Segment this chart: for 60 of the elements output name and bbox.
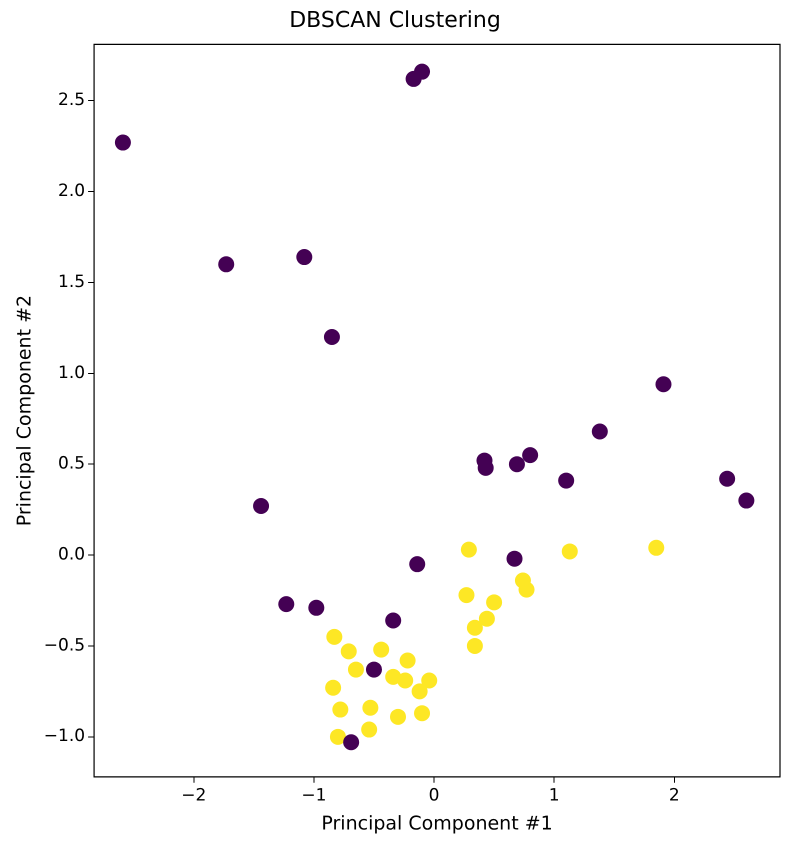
x-tick-label: −2 [181,785,206,806]
point [397,672,414,688]
point [719,470,736,487]
y-tick-label: 1.5 [58,272,86,292]
point [218,256,234,272]
point [562,543,578,560]
chart-title: DBSCAN Clustering [289,8,501,33]
y-tick-label: 0.0 [58,544,86,565]
point [373,642,390,658]
point [522,447,538,464]
point [332,702,348,718]
point [414,64,430,80]
y-tick-label: −1.0 [44,726,86,746]
x-tick-label: 0 [428,785,440,806]
point [558,472,574,489]
x-tick-label: −1 [301,785,326,806]
point [278,596,294,612]
point [478,610,495,627]
point [385,612,402,629]
point [326,628,342,645]
point [348,662,364,678]
point [518,582,535,598]
point [466,620,483,636]
point [655,376,672,392]
point [400,652,416,668]
y-axis-title: Principal Component #2 [13,294,36,526]
point [390,708,406,725]
point [362,700,378,716]
point [361,722,378,738]
point [458,587,474,604]
x-tick-label: 2 [668,785,680,806]
point [508,456,525,472]
point [325,680,342,696]
x-tick-label: 1 [548,785,560,806]
point [421,672,438,688]
point [460,542,477,558]
point [324,328,340,345]
y-tick-label: −0.5 [44,635,86,656]
point [330,728,346,745]
point [296,249,312,266]
point [340,643,357,660]
point [506,550,523,567]
point [253,498,270,514]
point [486,594,502,610]
y-tick-label: 1.0 [58,362,86,383]
point [308,600,324,616]
point [592,424,608,440]
point [466,638,483,654]
point [366,662,382,678]
y-tick-label: 2.5 [58,90,86,110]
point [343,734,360,750]
point [738,492,754,509]
x-axis-title: Principal Component #1 [321,812,553,835]
point [414,705,430,722]
point [412,683,428,700]
y-tick-label: 0.5 [58,454,86,474]
point [648,540,664,556]
y-tick-label: 2.0 [58,181,86,202]
point [409,556,426,572]
point [114,134,131,151]
